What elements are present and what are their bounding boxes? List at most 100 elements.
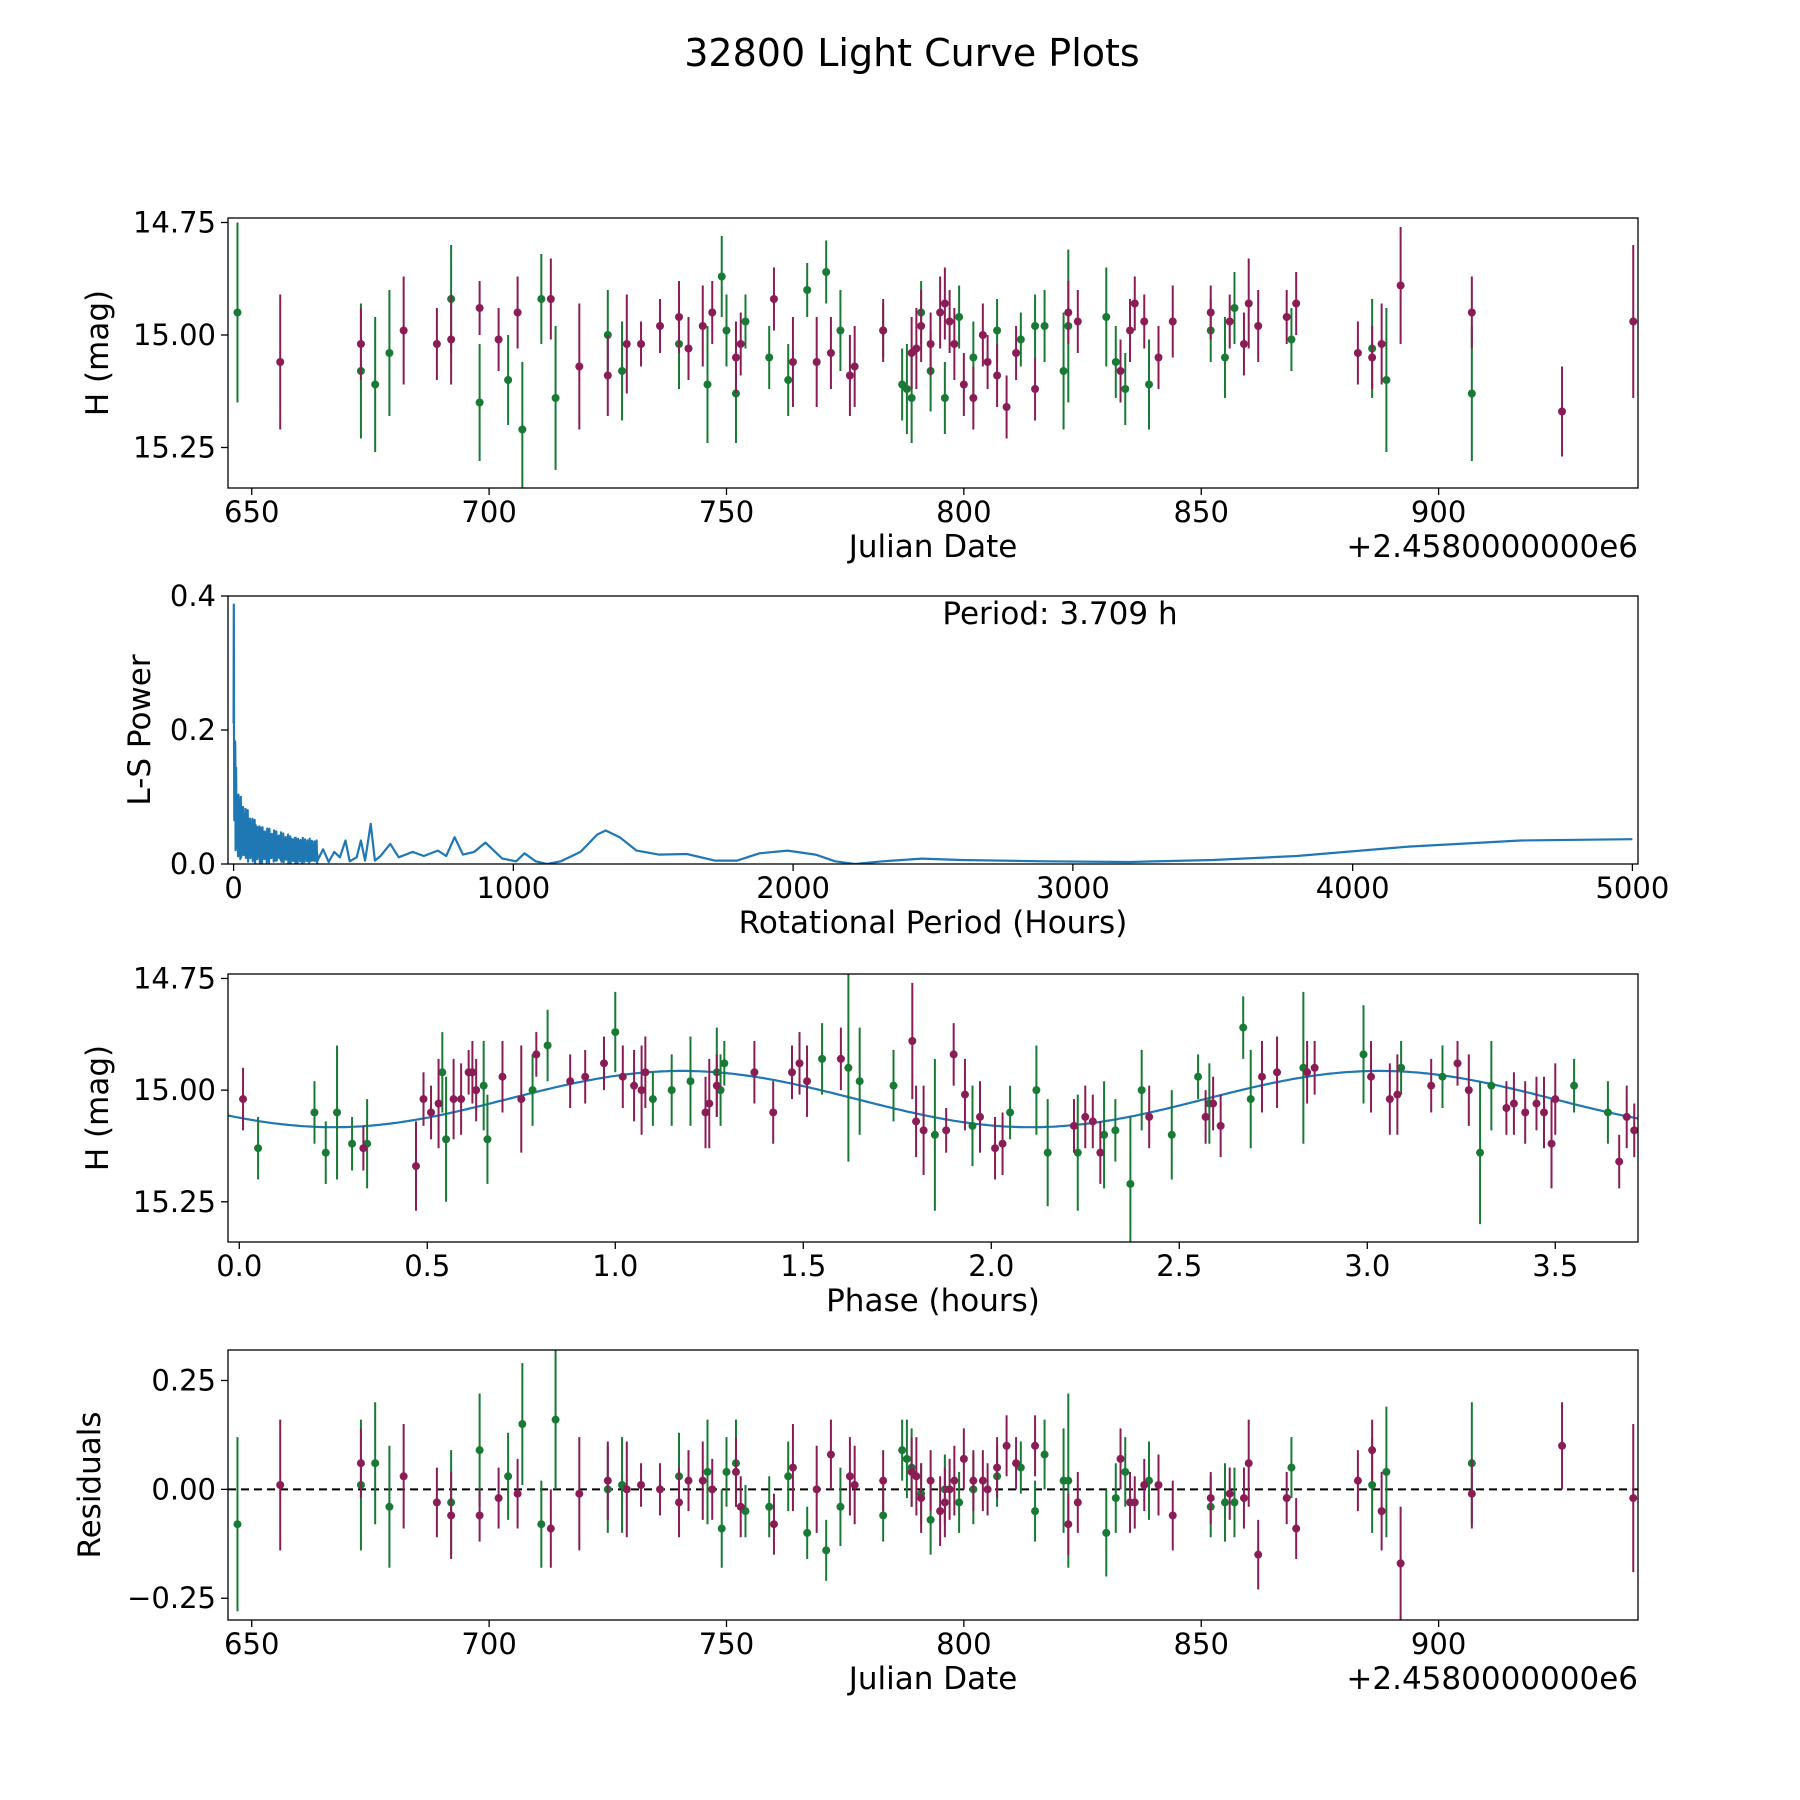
residuals-point [399,1472,408,1481]
residuals-point [1282,1494,1291,1503]
lightcurve-point [371,380,380,389]
phase_folded-point [701,1108,710,1117]
phase_folded-point [1438,1072,1447,1081]
lightcurve-point [1225,317,1234,326]
residuals-point [371,1459,380,1468]
phase_folded-point [581,1072,590,1081]
x-tick-label: 5000 [1595,871,1669,905]
phase_folded-series-g [254,974,1612,1242]
phase_folded-point [912,1117,921,1126]
lightcurve-ylabel: H (mag) [80,290,116,416]
phase_folded-point [769,1108,778,1117]
phase_folded-point [528,1086,537,1095]
residuals-point [1353,1476,1362,1485]
lightcurve-point [432,340,441,348]
lightcurve-point [1111,358,1120,366]
phase_folded-point [1246,1095,1255,1104]
residuals-plot-area: 650 700 750 800 850 900 −0.25 0.00 0.25 [127,1349,1639,1661]
x-tick-label: 0.5 [404,1249,450,1283]
lightcurve-point [902,385,911,393]
phase_folded-point [1367,1072,1376,1081]
residuals-point [1244,1459,1253,1468]
lightcurve-point [1206,308,1215,317]
residuals-point [1220,1498,1229,1507]
phase_folded-point [442,1135,451,1144]
y-tick-label: 15.00 [133,318,216,352]
residuals-point [788,1463,797,1472]
residuals-point [812,1485,821,1494]
phase_folded-point [468,1068,477,1077]
residuals-point [1031,1441,1040,1450]
y-tick-label: 14.75 [133,961,216,995]
phase_folded-point [1551,1095,1560,1104]
lightcurve-point [1467,308,1476,317]
lightcurve-point [684,344,693,353]
phase_folded-point [949,1050,958,1059]
phase_folded-point [1100,1130,1109,1139]
lightcurve-point [1254,322,1263,330]
lightcurve-point [907,394,916,402]
residuals-point [836,1502,845,1511]
residuals-point [959,1454,968,1463]
lightcurve-point [575,362,584,371]
phase_folded-point [239,1095,248,1104]
phase_folded-point [1006,1108,1015,1117]
lightcurve-point [993,326,1002,335]
lightcurve-point [603,371,612,380]
residuals-point [1073,1498,1082,1507]
residuals-point [1121,1467,1130,1476]
residuals-point [1168,1511,1177,1520]
lightcurve-point [1168,317,1177,326]
phase_folded-point [818,1054,827,1063]
residuals-point [902,1454,911,1463]
residuals-point [684,1476,693,1485]
lightcurve-point [955,313,964,321]
lightcurve-point [618,367,627,375]
phase_folded-point [976,1112,984,1121]
phase_folded-point [1201,1112,1210,1121]
x-tick-label: 0.0 [216,1249,262,1283]
x-tick-label: 1000 [476,871,550,905]
fitted-sinusoid-curve [228,1069,1638,1129]
residuals-point [955,1498,964,1507]
phase_folded-point [438,1068,447,1077]
figure-title: 32800 Light Curve Plots [684,31,1139,75]
lightcurve-point [736,340,745,348]
phase_folded-point [712,1081,721,1090]
residuals-point [731,1467,740,1476]
phase_folded-point [1464,1086,1473,1095]
residuals-point [637,1481,646,1489]
y-tick-label: 14.75 [133,206,216,240]
residuals-point [494,1494,503,1503]
lightcurve-point [276,358,285,366]
lightcurve-point [656,322,665,330]
phase_folded-point [908,1037,917,1045]
residuals-xlabel: Julian Date [847,1661,1018,1697]
lightcurve-point [950,340,959,348]
phase_folded-point [359,1144,368,1153]
lightcurve-point [1102,313,1111,321]
y-tick-label: 0.4 [170,579,216,613]
residuals-point [1064,1520,1073,1529]
phase_folded-point [1258,1072,1266,1081]
lightcurve-plot-area: 650 700 750 800 850 900 14.75 15.00 15.25 [133,206,1639,529]
phase_folded-point [1622,1112,1631,1121]
residuals-point [1116,1454,1125,1463]
lightcurve-point [537,295,546,303]
lightcurve-point [551,394,560,402]
residuals-point [385,1502,394,1511]
residuals-point [513,1489,522,1498]
y-tick-label: 0.0 [170,847,216,881]
phase_folded-point [630,1081,639,1090]
residuals-point [1012,1459,1021,1468]
residuals-point [1140,1481,1149,1489]
residuals-point [850,1481,859,1489]
phase_folded-point [686,1077,695,1086]
residuals-point [1111,1494,1120,1503]
lightcurve-point [1040,322,1049,330]
phase_folded-point [641,1068,650,1077]
phase_folded-point [1167,1130,1176,1139]
residuals-point [233,1520,242,1529]
residuals-offset-text: +2.4580000000e6 [1346,1661,1638,1697]
residuals-point [475,1511,484,1520]
